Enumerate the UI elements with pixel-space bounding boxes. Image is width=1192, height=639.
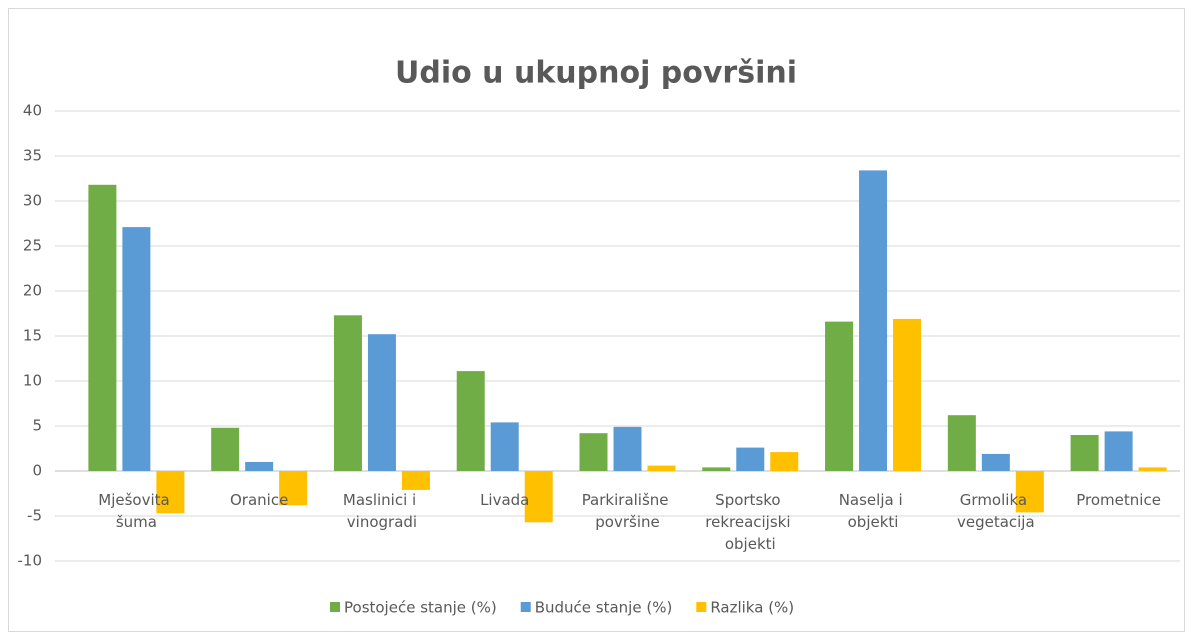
x-tick-line: Maslinici i [343, 491, 421, 509]
bar [770, 452, 799, 471]
x-tick-line: rekreacijski [705, 513, 795, 531]
y-tick-label: 5 [32, 417, 42, 435]
bar [333, 315, 362, 471]
x-tick-label: Grmolika vegetacija [957, 491, 1035, 531]
bar [859, 170, 888, 471]
x-tick-label: Naselja i objekti [839, 491, 908, 531]
x-tick-label: Mješovita šuma [98, 491, 174, 531]
y-tick-label: 40 [23, 102, 42, 120]
bar [1070, 435, 1099, 471]
bar [122, 227, 151, 471]
bar [825, 321, 854, 471]
legend-swatch [520, 602, 531, 612]
x-tick-line: šuma [116, 513, 157, 531]
chart-title: Udio u ukupnoj površini [395, 56, 797, 91]
bar [1138, 467, 1167, 471]
bar [893, 318, 922, 471]
legend-swatch [696, 602, 707, 612]
legend-label: Buduće stanje (%) [535, 599, 673, 617]
y-tick-label: 25 [23, 237, 42, 255]
x-tick-line: površine [595, 513, 659, 531]
y-tick-label: 15 [23, 327, 42, 345]
x-tick-line: Grmolika [960, 491, 1032, 509]
y-tick-label: 30 [23, 192, 42, 210]
bar [156, 471, 185, 514]
x-tick-line: Naselja i [839, 491, 908, 509]
bar [647, 465, 676, 471]
x-tick-label: Prometnice [1076, 491, 1161, 509]
y-tick-label: 20 [23, 282, 42, 300]
x-tick-line: Prometnice [1076, 491, 1161, 509]
bar [401, 471, 430, 490]
bar [613, 426, 642, 471]
bar [736, 447, 765, 471]
y-tick-label: -5 [27, 507, 42, 525]
bar [456, 371, 485, 471]
legend-label: Razlika (%) [710, 599, 794, 617]
x-tick-label: Oranice [230, 491, 288, 509]
x-tick-label: Maslinici i vinogradi [343, 491, 421, 531]
bar [702, 467, 731, 471]
x-tick-line: Parkirališne [582, 491, 674, 509]
legend-label: Postojeće stanje (%) [344, 599, 497, 617]
x-tick-line: Mješovita [98, 491, 174, 509]
bar [1015, 471, 1044, 513]
bar [211, 427, 240, 471]
y-tick-label: 35 [23, 147, 42, 165]
x-tick-label: Parkirališne površine [582, 491, 674, 531]
y-tick-label: -10 [18, 552, 43, 570]
x-tick-line: vegetacija [957, 513, 1035, 531]
y-tick-label: 0 [32, 462, 42, 480]
bar [367, 334, 396, 471]
bar [981, 453, 1010, 471]
x-tick-line: Livada [480, 491, 529, 509]
x-tick-label: Sportsko rekreacijski objekti [705, 491, 795, 553]
bar [524, 471, 553, 523]
x-tick-line: vinogradi [347, 513, 417, 531]
bar [245, 462, 274, 471]
x-tick-line: Sportsko [715, 491, 785, 509]
bar [947, 415, 976, 471]
x-tick-label: Livada [480, 491, 529, 509]
y-tick-label: 10 [23, 372, 42, 390]
x-tick-line: Oranice [230, 491, 288, 509]
bar [279, 471, 308, 506]
x-tick-line: objekti [848, 513, 899, 531]
bar [1104, 431, 1133, 471]
bar [490, 422, 519, 471]
chart-border [8, 8, 1185, 632]
bar [88, 184, 117, 472]
bar [579, 433, 608, 471]
legend-swatch [330, 602, 340, 612]
x-tick-line: objekti [725, 535, 776, 553]
